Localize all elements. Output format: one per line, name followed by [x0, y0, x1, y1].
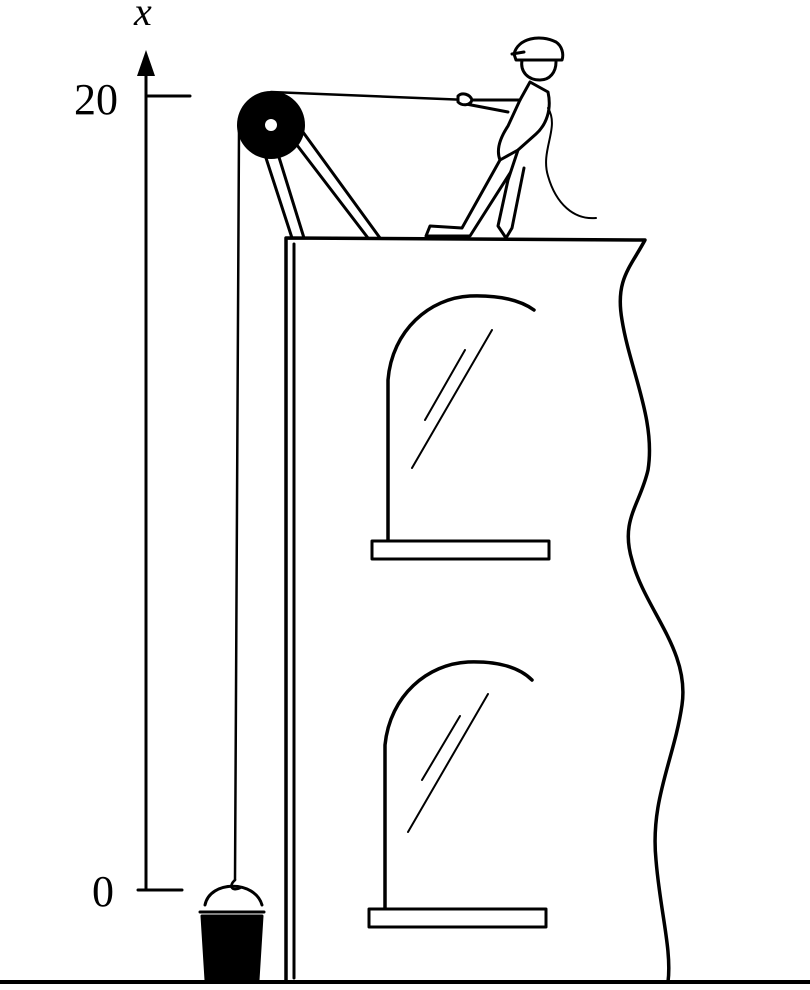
worker: [424, 36, 597, 240]
window-upper-glare: [424, 349, 466, 421]
worker-leg-front: [496, 148, 526, 240]
window-lower-glare: [421, 715, 461, 781]
pulley-strut: [264, 156, 294, 240]
building: [284, 236, 685, 984]
x-axis-label: x: [134, 0, 152, 34]
building-outline: [284, 236, 685, 984]
pulley-strut: [276, 152, 306, 240]
window-lower: [367, 660, 548, 929]
worker-torso: [496, 80, 551, 162]
rope-horizontal: [269, 90, 470, 102]
window-upper-sill: [370, 539, 551, 561]
window-upper-frame: [386, 294, 536, 542]
worker-arm: [464, 98, 522, 114]
worker-hard-hat: [512, 36, 565, 62]
rope-vertical: [233, 128, 241, 882]
bucket-handle: [203, 884, 264, 907]
worker-head: [520, 58, 558, 82]
worker-leg-back: [424, 158, 514, 238]
window-upper-glare: [411, 329, 493, 469]
x-axis: [136, 50, 192, 892]
x-axis-arrowhead: [137, 50, 155, 76]
bucket-body: [200, 914, 264, 982]
window-lower-glare: [407, 693, 489, 833]
window-lower-sill: [367, 907, 548, 929]
worker-hand: [456, 92, 474, 107]
pulley-strut: [288, 134, 370, 240]
pulley-hub: [265, 119, 277, 131]
tick-label-20: 20: [74, 75, 118, 124]
worker-hose: [545, 107, 597, 220]
tick-label-0: 0: [92, 867, 114, 916]
pulley-strut: [298, 126, 382, 240]
bucket-hook: [230, 878, 242, 891]
window-upper: [370, 294, 551, 561]
worker-hat-brim: [510, 50, 526, 56]
bucket: [198, 878, 266, 982]
pulley: [237, 91, 382, 240]
rope: [233, 90, 470, 882]
window-lower-frame: [383, 660, 534, 910]
